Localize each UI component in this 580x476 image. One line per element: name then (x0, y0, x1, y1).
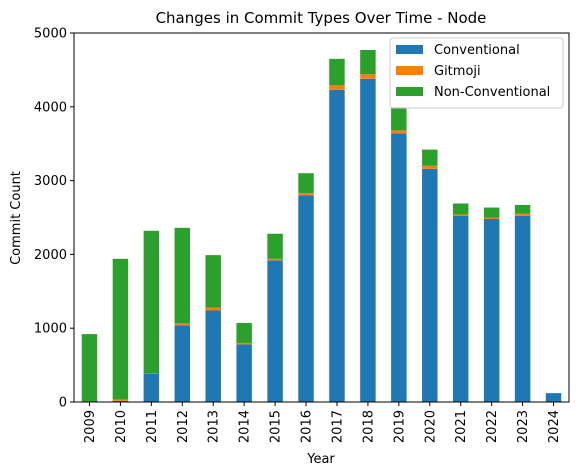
bar-gitmoji-2014 (236, 342, 252, 345)
bar-conventional-2016 (298, 195, 314, 402)
bar-gitmoji-2010 (112, 399, 129, 401)
x-tick-label: 2014 (238, 410, 253, 443)
bar-non-conventional-2017 (329, 58, 345, 86)
legend-swatch-gitmoji (396, 66, 423, 75)
legend-frame (389, 37, 564, 109)
bar-non-conventional-2019 (391, 106, 407, 131)
bar-gitmoji-2019 (391, 130, 407, 134)
legend-label-gitmoji: Gitmoji (434, 64, 481, 79)
bar-non-conventional-2015 (267, 233, 283, 259)
bar-conventional-2018 (360, 78, 376, 402)
bar-conventional-2020 (422, 168, 438, 402)
x-tick-label: 2022 (485, 410, 500, 443)
bar-non-conventional-2022 (483, 207, 500, 218)
bar-non-conventional-2013 (205, 255, 221, 308)
x-tick-label: 2021 (454, 410, 469, 443)
x-tick-label: 2018 (361, 410, 376, 443)
x-tick-label: 2020 (423, 410, 438, 443)
bar-non-conventional-2011 (143, 230, 160, 374)
bar-gitmoji-2021 (452, 214, 469, 217)
y-tick-label: 4000 (34, 100, 67, 115)
bar-non-conventional-2018 (360, 49, 376, 75)
bar-non-conventional-2012 (174, 227, 191, 324)
y-axis-label: Commit Count (9, 171, 24, 265)
bar-conventional-2021 (452, 216, 469, 402)
bar-conventional-2024 (545, 393, 562, 402)
x-tick-label: 2015 (269, 410, 284, 443)
legend-swatch-conventional (396, 45, 423, 54)
bar-conventional-2012 (174, 325, 191, 402)
bar-non-conventional-2023 (514, 204, 531, 214)
x-tick-label: 2010 (114, 410, 129, 443)
x-tick-label: 2017 (330, 410, 345, 443)
bar-conventional-2023 (514, 216, 531, 402)
bar-conventional-2010 (112, 400, 129, 402)
bar-gitmoji-2012 (174, 323, 191, 326)
x-tick-label: 2012 (176, 410, 191, 443)
bar-gitmoji-2015 (267, 258, 283, 261)
bar-conventional-2022 (483, 218, 500, 402)
bar-non-conventional-2014 (236, 323, 252, 343)
x-axis: 2009 2010 2011 2012 2013 2014 2015 2016 2017 2018… (83, 402, 562, 443)
legend: Conventional Gitmoji Non-Conventional (389, 37, 564, 109)
y-tick-label: 0 (59, 396, 67, 411)
bar-gitmoji-2022 (483, 217, 500, 219)
bar-conventional-2015 (267, 260, 283, 402)
bar-conventional-2019 (391, 133, 407, 402)
bar-conventional-2013 (205, 310, 221, 402)
legend-label-conventional: Conventional (434, 43, 520, 58)
x-tick-label: 2009 (83, 410, 98, 443)
bar-non-conventional-2016 (298, 173, 314, 194)
legend-label-non-conventional: Non-Conventional (434, 85, 550, 100)
bar-gitmoji-2016 (298, 193, 314, 196)
bar-non-conventional-2020 (422, 149, 438, 166)
legend-swatch-non-conventional (396, 87, 423, 96)
y-tick-label: 5000 (34, 27, 67, 42)
bar-gitmoji-2020 (422, 165, 438, 169)
bar-non-conventional-2009 (81, 334, 98, 402)
x-axis-label: Year (306, 452, 335, 467)
bar-conventional-2017 (329, 89, 345, 402)
bar-conventional-2011 (143, 373, 160, 402)
y-axis: 0 1000 2000 3000 4000 5000 (34, 27, 74, 411)
x-tick-label: 2023 (516, 410, 531, 443)
x-tick-label: 2013 (207, 410, 222, 443)
bar-gitmoji-2018 (360, 74, 376, 79)
bar-non-conventional-2021 (452, 203, 469, 215)
x-tick-label: 2019 (392, 410, 407, 443)
bars-layer (81, 49, 562, 402)
x-tick-label: 2016 (300, 410, 315, 443)
bar-non-conventional-2010 (112, 258, 129, 400)
chart-title: Changes in Commit Types Over Time - Node (156, 9, 487, 27)
y-tick-label: 3000 (34, 174, 67, 189)
bar-conventional-2014 (236, 344, 252, 402)
y-tick-label: 2000 (34, 248, 67, 263)
x-tick-label: 2024 (547, 410, 562, 443)
bar-gitmoji-2017 (329, 85, 345, 90)
plot-area-frame (73, 32, 570, 403)
bar-gitmoji-2013 (205, 307, 221, 311)
x-tick-label: 2011 (145, 410, 160, 443)
bar-gitmoji-2023 (514, 213, 531, 217)
y-tick-label: 1000 (34, 322, 67, 337)
